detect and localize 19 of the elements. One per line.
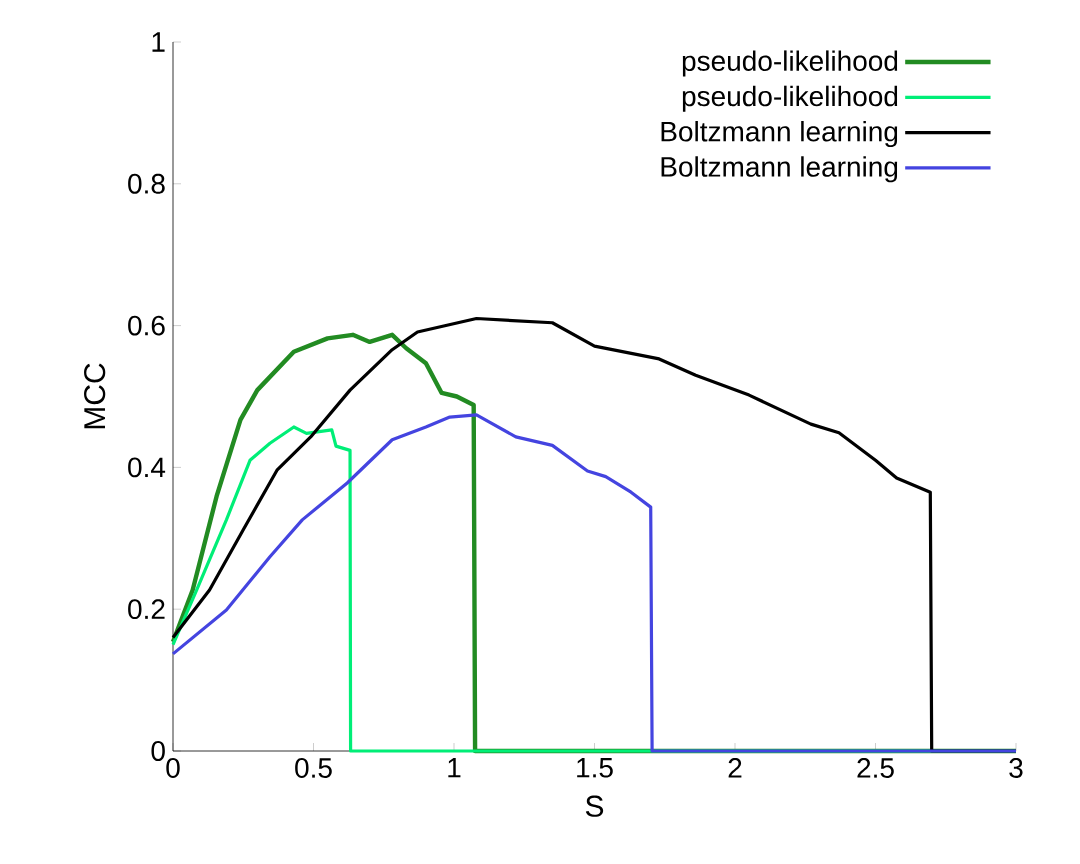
x-axis-title: S xyxy=(585,795,604,817)
x-tick-label: 3 xyxy=(1009,758,1023,778)
legend-label: Boltzmann learning xyxy=(661,156,898,183)
y-tick-label: 0.2 xyxy=(128,599,165,620)
x-tick-label: 1.5 xyxy=(577,758,613,778)
y-tick-label: 0.6 xyxy=(128,315,165,336)
legend-label: pseudo-likelihood xyxy=(682,85,898,112)
y-tick-label: 0 xyxy=(151,741,165,761)
x-tick-label: 0 xyxy=(166,758,180,778)
legend-label: Boltzmann learning xyxy=(661,120,898,148)
x-tick-label: 1 xyxy=(448,758,461,778)
y-tick-label: 0.4 xyxy=(128,457,166,478)
x-tick-label: 2.5 xyxy=(857,758,894,778)
y-axis-title: MCC xyxy=(84,363,106,429)
x-tick-label: 2 xyxy=(728,758,742,778)
x-tick-label: 0.5 xyxy=(295,758,332,778)
y-tick-label: 0.8 xyxy=(128,173,165,194)
legend-label: pseudo-likelihood xyxy=(682,50,898,77)
y-tick-label: 1 xyxy=(152,32,165,52)
